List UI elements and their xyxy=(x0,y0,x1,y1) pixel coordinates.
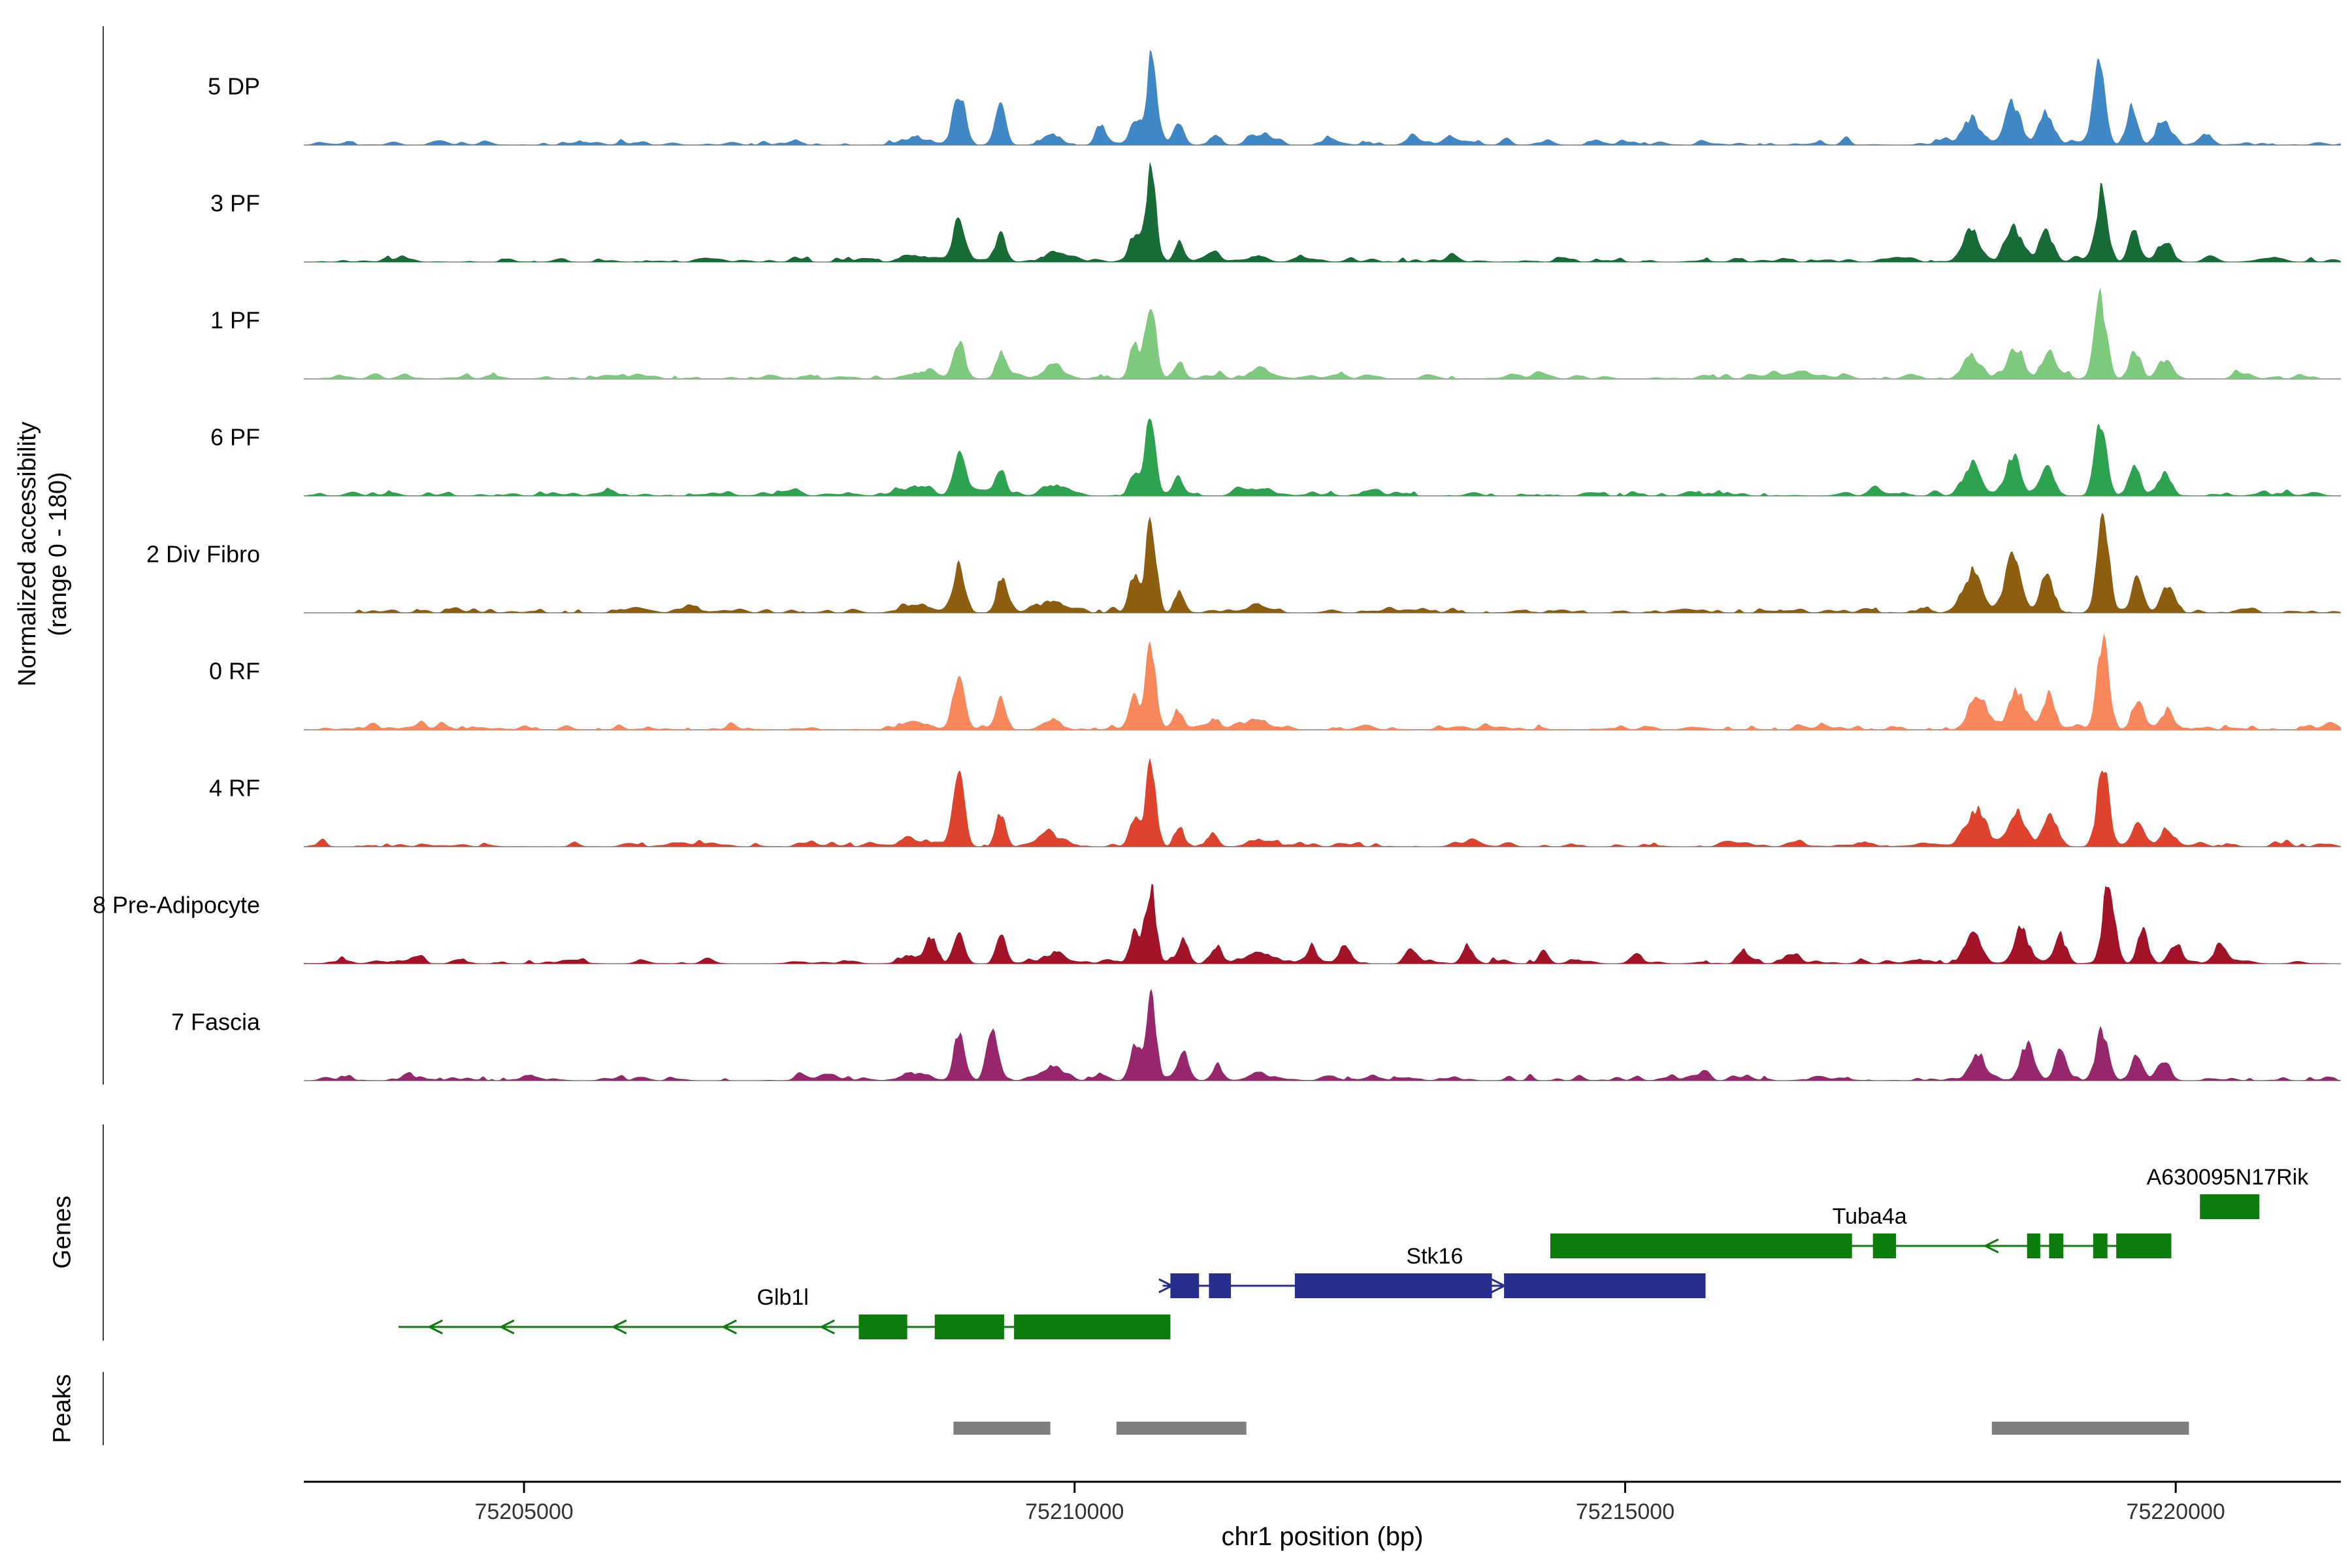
coverage-signal-4-rf xyxy=(304,758,2341,847)
x-axis-tick-label: 75215000 xyxy=(1576,1499,1674,1524)
peak-region-2 xyxy=(1116,1422,1247,1435)
gene-label-Stk16: Stk16 xyxy=(1406,1244,1463,1269)
y-axis-title-line1: Normalized accessibility xyxy=(14,421,41,687)
gene-strand-arrow-Tuba4a xyxy=(1983,1238,1999,1254)
track-label-3-pf: 3 PF xyxy=(210,190,260,217)
gene-exon-Tuba4a xyxy=(1550,1233,1852,1258)
coverage-signal-1-pf xyxy=(304,287,2341,379)
gene-strand-arrow-Glb1l xyxy=(427,1319,443,1335)
coverage-signal-6-pf xyxy=(304,418,2341,496)
coverage-signal-2-div-fibro xyxy=(304,512,2341,613)
gene-exon-Tuba4a xyxy=(2027,1233,2040,1258)
peaks-section-label: Peaks xyxy=(48,1374,76,1443)
gene-label-A630095N17Rik: A630095N17Rik xyxy=(2147,1165,2310,1190)
gene-exon-Glb1l xyxy=(1014,1315,1171,1339)
track-label-7-fascia: 7 Fascia xyxy=(171,1009,261,1036)
gene-exon-A630095N17Rik xyxy=(2200,1194,2260,1219)
track-label-6-pf: 6 PF xyxy=(210,424,260,451)
gene-label-Glb1l: Glb1l xyxy=(757,1285,808,1310)
y-axis-title: Normalized accessibility (range 0 - 180) xyxy=(12,421,74,686)
coverage-signal-5-dp xyxy=(304,50,2341,145)
genes-section-label: Genes xyxy=(48,1196,76,1269)
x-axis-tick-label: 75210000 xyxy=(1025,1499,1124,1524)
coverage-signal-3-pf xyxy=(304,161,2341,262)
gene-exon-Stk16 xyxy=(1504,1273,1706,1298)
gene-exon-Stk16 xyxy=(1209,1273,1232,1298)
gene-strand-arrow-Glb1l xyxy=(721,1319,737,1335)
gene-exon-Tuba4a xyxy=(1872,1233,1897,1258)
gene-label-Tuba4a: Tuba4a xyxy=(1833,1204,1907,1229)
gene-exon-Tuba4a xyxy=(2116,1233,2172,1258)
peak-region-3 xyxy=(1991,1422,2189,1435)
track-label-5-dp: 5 DP xyxy=(208,73,260,100)
coverage-signal-8-pre-adipocyte xyxy=(304,884,2341,964)
coverage-signal-0-rf xyxy=(304,633,2341,730)
track-label-0-rf: 0 RF xyxy=(209,658,260,685)
peak-region-1 xyxy=(953,1422,1051,1435)
gene-exon-Glb1l xyxy=(934,1315,1004,1339)
gene-exon-Tuba4a xyxy=(2093,1233,2108,1258)
gene-exon-Tuba4a xyxy=(2049,1233,2064,1258)
x-axis-tick-label: 75205000 xyxy=(474,1499,573,1524)
gene-strand-arrow-Glb1l xyxy=(611,1319,627,1335)
gene-strand-arrow-Glb1l xyxy=(819,1319,835,1335)
track-label-1-pf: 1 PF xyxy=(210,307,260,334)
gene-exon-Glb1l xyxy=(858,1315,907,1339)
x-axis-title: chr1 position (bp) xyxy=(1221,1522,1424,1551)
gene-exon-Stk16 xyxy=(1294,1273,1492,1298)
coverage-signal-7-fascia xyxy=(304,988,2341,1081)
track-label-8-pre-adipocyte: 8 Pre-Adipocyte xyxy=(93,892,260,919)
y-axis-title-line2: (range 0 - 180) xyxy=(44,472,72,636)
x-axis-tick-label: 75220000 xyxy=(2127,1499,2225,1524)
gene-exon-Stk16 xyxy=(1170,1273,1200,1298)
gene-strand-arrow-Glb1l xyxy=(498,1319,515,1335)
track-label-2-div-fibro: 2 Div Fibro xyxy=(146,541,260,568)
track-label-4-rf: 4 RF xyxy=(209,775,260,802)
